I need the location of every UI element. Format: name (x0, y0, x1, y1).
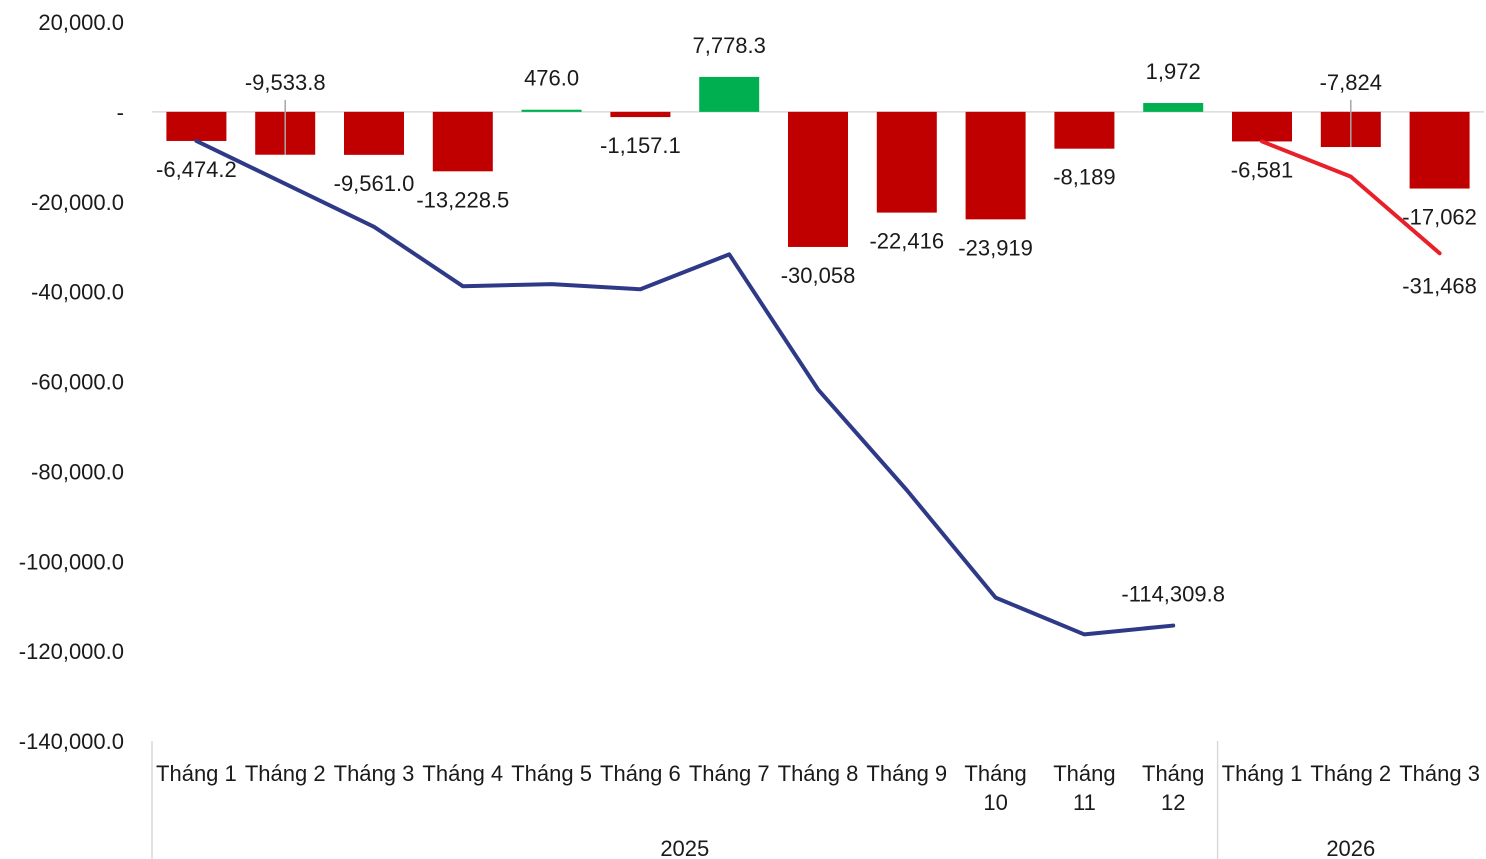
x-tick-label: Tháng (1053, 761, 1115, 786)
bar-value-label: 1,972 (1146, 59, 1201, 84)
bar (166, 111, 227, 141)
cumulative-line-2025 (194, 138, 1176, 637)
bar-value-label: -6,474.2 (156, 157, 237, 182)
x-tick-label: Tháng 2 (1310, 761, 1391, 786)
bar-value-label: 7,778.3 (692, 33, 765, 58)
y-tick-label: -140,000.0 (19, 729, 124, 754)
bar-value-label: -7,824 (1320, 70, 1382, 95)
x-tick-label: Tháng 8 (778, 761, 859, 786)
y-tick-label: - (117, 100, 124, 125)
bar (1143, 103, 1204, 112)
bar (788, 111, 848, 247)
x-tick-label: Tháng 1 (156, 761, 237, 786)
x-axis: Tháng 1 Tháng 2 Tháng 3 Tháng 4 Tháng 5 Tháng… (151, 741, 1480, 859)
x-tick-label-line2: 12 (1161, 790, 1185, 815)
x-tick-label: Tháng 2 (245, 761, 326, 786)
x-tick-label: Tháng 9 (866, 761, 947, 786)
bar (432, 111, 493, 172)
bar (1054, 111, 1115, 149)
y-tick-label: -100,000.0 (19, 549, 124, 574)
bar (1232, 111, 1292, 142)
bar (1409, 111, 1470, 189)
bar-value-label: -17,062 (1402, 205, 1477, 230)
x-tick-label: Tháng 3 (1399, 761, 1480, 786)
bar (699, 76, 760, 112)
cumulative-lines (194, 138, 1442, 637)
x-tick-label-line2: 11 (1073, 790, 1096, 815)
x-tick-label: Tháng 1 (1222, 761, 1303, 786)
x-tick-label: Tháng (1142, 761, 1204, 786)
bar (344, 111, 404, 155)
y-tick-label: 20,000.0 (38, 10, 124, 35)
bar (610, 111, 671, 118)
bar-value-label: -22,416 (869, 229, 944, 254)
y-tick-label: -20,000.0 (31, 190, 124, 215)
y-tick-label: -60,000.0 (31, 370, 124, 395)
bar-value-label: -6,581 (1231, 157, 1293, 182)
bar-value-label: -9,561.0 (334, 171, 415, 196)
x-tick-label: Tháng 6 (600, 761, 681, 786)
x-tick-label-line2: 10 (983, 790, 1007, 815)
bar-value-label: -13,228.5 (416, 187, 509, 212)
x-tick-label: Tháng (964, 761, 1026, 786)
x-tick-label: Tháng 5 (511, 761, 592, 786)
bars (166, 76, 1470, 247)
cumulative-2026-end-label: -31,468 (1402, 273, 1477, 298)
y-tick-label: -40,000.0 (31, 280, 124, 305)
bar-value-label: 476.0 (524, 66, 579, 91)
data-labels: -6,474.2 -9,533.8 -9,561.0-13,228.5 476.0 -1… (156, 33, 1477, 607)
cumulative-line-2026 (1260, 139, 1442, 256)
x-group-label: 2026 (1326, 836, 1375, 859)
x-tick-label: Tháng 4 (422, 761, 503, 786)
cumulative-2025-end-label: -114,309.8 (1121, 582, 1225, 607)
bar-value-label: -9,533.8 (245, 70, 326, 95)
y-tick-label: -120,000.0 (19, 639, 124, 664)
bar-value-label: -8,189 (1053, 165, 1115, 190)
bar-value-label: -23,919 (958, 235, 1033, 260)
y-tick-label: -80,000.0 (31, 459, 124, 484)
bar (876, 111, 937, 213)
bar-value-label: -30,058 (781, 263, 856, 288)
bar (521, 109, 582, 112)
leader-lines (284, 99, 1352, 155)
x-tick-label: Tháng 7 (689, 761, 770, 786)
x-tick-label: Tháng 3 (334, 761, 415, 786)
x-group-label: 2025 (660, 836, 709, 859)
bar (965, 111, 1026, 220)
bar-value-label: -1,157.1 (600, 133, 681, 158)
